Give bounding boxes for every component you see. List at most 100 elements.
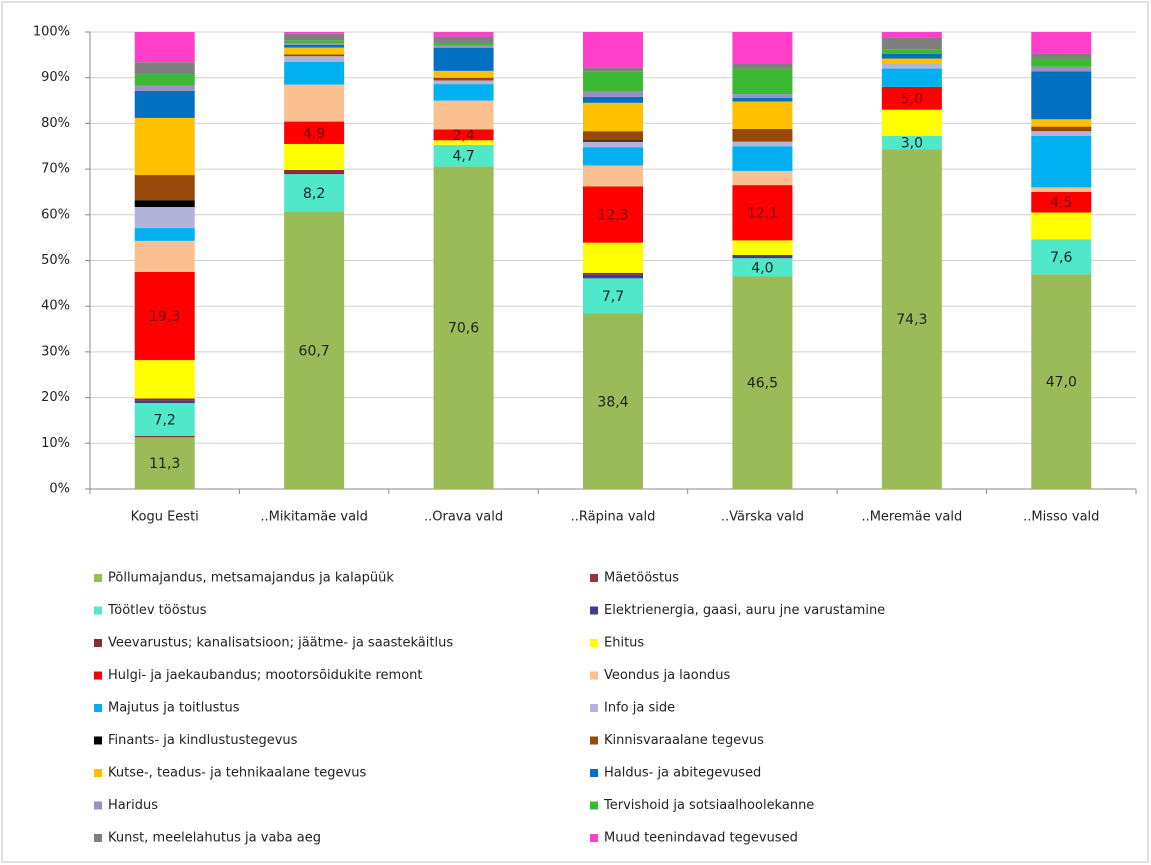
data-label: 46,5 bbox=[747, 376, 778, 392]
bar-segment bbox=[583, 131, 643, 141]
legend-label: Majutus ja toitlustus bbox=[108, 701, 240, 716]
bar-segment bbox=[732, 258, 793, 277]
bar-segment bbox=[284, 56, 345, 62]
bar-segment bbox=[1031, 274, 1092, 489]
data-label: 47,0 bbox=[1046, 375, 1077, 391]
data-label: 4,5 bbox=[1050, 195, 1072, 211]
legend-swatch bbox=[94, 639, 102, 647]
bar-segment bbox=[134, 240, 195, 272]
y-tick-label: 80% bbox=[41, 116, 70, 131]
legend-swatch bbox=[590, 834, 598, 842]
bar-segment bbox=[881, 149, 942, 489]
bar-segment bbox=[433, 80, 494, 85]
y-tick-label: 60% bbox=[41, 207, 70, 222]
bar-segment bbox=[134, 90, 195, 118]
bar-segment bbox=[583, 186, 643, 243]
bar-segment bbox=[1031, 131, 1092, 136]
data-label: 12,1 bbox=[747, 206, 778, 222]
bar-segment bbox=[583, 140, 643, 142]
x-tick-label: ..Värska vald bbox=[721, 510, 804, 525]
bar-segment bbox=[284, 33, 345, 41]
y-tick-label: 50% bbox=[41, 253, 70, 268]
bar-segment bbox=[134, 435, 195, 438]
bar-segment bbox=[881, 37, 942, 50]
bar-segment bbox=[134, 32, 195, 63]
bar-segment bbox=[881, 86, 942, 110]
legend-label: Elektrienergia, gaasi, auru jne varustam… bbox=[604, 603, 885, 618]
legend-label: Muud teenindavad tegevused bbox=[604, 831, 798, 846]
legend-swatch bbox=[94, 574, 102, 582]
bar-segment bbox=[732, 146, 793, 171]
bar-segment bbox=[881, 58, 942, 64]
bar-segment bbox=[284, 61, 345, 85]
bar-segment bbox=[1031, 135, 1092, 188]
legend-swatch bbox=[590, 574, 598, 582]
bar-segment bbox=[134, 62, 195, 75]
bar-segment bbox=[732, 128, 793, 142]
legend-label: Finants- ja kindlustustegevus bbox=[108, 733, 298, 748]
bar-segment bbox=[732, 240, 793, 256]
bar-segment bbox=[583, 165, 643, 187]
bar-segment bbox=[284, 84, 345, 122]
bar-segment bbox=[583, 147, 643, 166]
bar-segment bbox=[1031, 71, 1092, 120]
bar-segment bbox=[881, 32, 942, 38]
bar-segment bbox=[284, 32, 345, 34]
bar-segment bbox=[284, 42, 345, 45]
data-label: 38,4 bbox=[597, 394, 628, 410]
bar-segment bbox=[134, 74, 195, 86]
bar-segment bbox=[732, 170, 793, 186]
bar-segment bbox=[134, 437, 195, 489]
bar-segment bbox=[433, 32, 494, 37]
bar-segment bbox=[284, 121, 345, 144]
bar-segment bbox=[732, 32, 793, 64]
y-tick-label: 40% bbox=[41, 299, 70, 314]
data-label: 11,3 bbox=[149, 456, 180, 472]
bar-segment bbox=[732, 94, 793, 98]
bar-segment bbox=[732, 141, 793, 147]
bar-segment bbox=[583, 272, 643, 275]
legend-swatch bbox=[94, 834, 102, 842]
bar-segment bbox=[583, 274, 643, 279]
legend-label: Hulgi- ja jaekaubandus; mootorsõidukite … bbox=[108, 668, 423, 683]
bar-segment bbox=[583, 313, 643, 489]
y-tick-label: 10% bbox=[41, 436, 70, 451]
legend-label: Tervishoid ja sotsiaalhoolekanne bbox=[603, 798, 814, 813]
bar-segment bbox=[284, 47, 345, 55]
bar-segment bbox=[881, 53, 942, 59]
legend-label: Veondus ja laondus bbox=[604, 668, 730, 683]
bar-segment bbox=[134, 398, 195, 401]
x-tick-label: ..Meremäe vald bbox=[861, 510, 962, 525]
bar-segment bbox=[583, 67, 643, 72]
legend-label: Veevarustus; kanalisatsioon; jäätme- ja … bbox=[108, 636, 453, 651]
bar-segment bbox=[583, 141, 643, 148]
legend-swatch bbox=[590, 671, 598, 680]
bar-segment bbox=[433, 70, 494, 78]
bar-segment bbox=[433, 45, 494, 48]
legend-label: Kutse-, teadus- ja tehnikaalane tegevus bbox=[108, 766, 366, 781]
bar-segment bbox=[134, 360, 195, 399]
bar-segment bbox=[134, 228, 195, 241]
bar-segment bbox=[881, 109, 942, 136]
bar-segment bbox=[134, 200, 195, 208]
legend-swatch bbox=[94, 671, 102, 680]
bar-segment bbox=[732, 68, 793, 95]
legend-label: Haridus bbox=[108, 798, 158, 813]
legend-swatch bbox=[94, 704, 102, 712]
legend-swatch bbox=[590, 704, 598, 712]
bar-segment bbox=[433, 140, 494, 145]
bar-segment bbox=[1031, 66, 1092, 72]
bar-segment bbox=[1031, 191, 1092, 213]
legend-swatch bbox=[94, 769, 102, 777]
y-tick-label: 90% bbox=[41, 70, 70, 85]
x-tick-label: Kogu Eesti bbox=[131, 510, 199, 525]
legend-label: Põllumajandus, metsamajandus ja kalapüük bbox=[108, 571, 394, 586]
legend-label: Kunst, meelelahutus ja vaba aeg bbox=[108, 831, 321, 846]
bar-segment bbox=[284, 44, 345, 48]
bar-segment bbox=[732, 101, 793, 129]
x-tick-label: ..Orava vald bbox=[424, 510, 503, 525]
bar-segment bbox=[1031, 58, 1092, 67]
bar-segment bbox=[583, 71, 643, 92]
